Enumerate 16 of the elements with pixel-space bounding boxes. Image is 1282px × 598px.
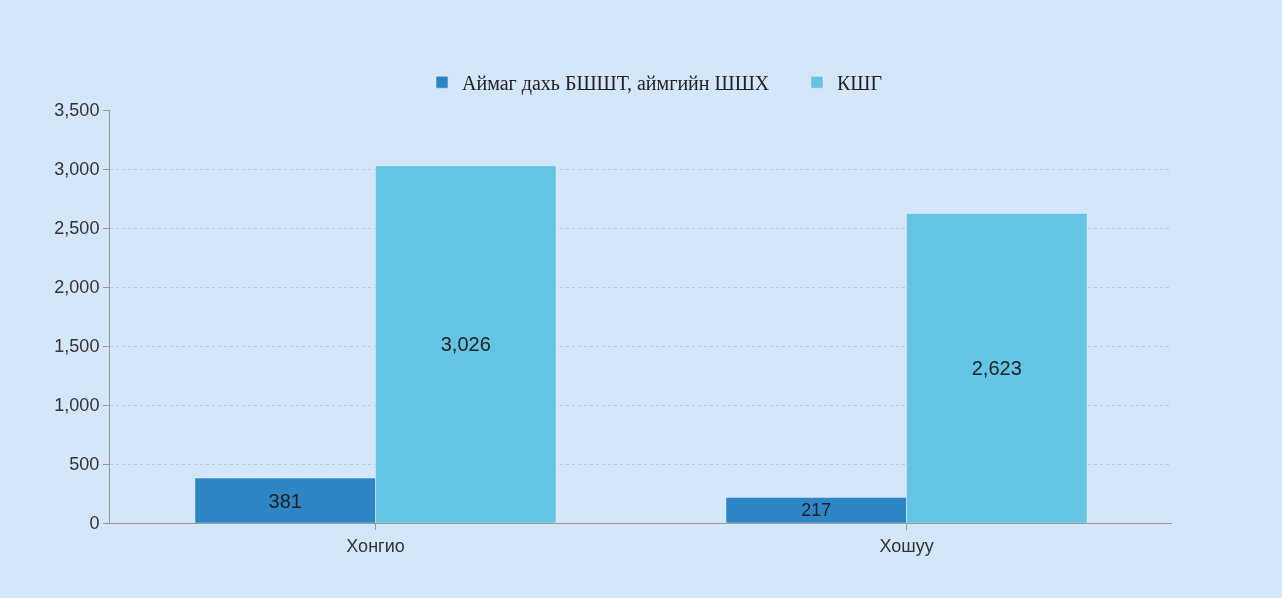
- data-label: 217: [801, 500, 832, 521]
- y-tick-label: 3,000: [54, 159, 100, 180]
- data-label: 3,026: [440, 333, 491, 356]
- y-tick-label: 1,500: [54, 336, 100, 357]
- y-tick-label: 500: [69, 454, 100, 475]
- x-tick-label: Хошуу: [879, 535, 934, 556]
- legend-label: Аймаг дахь БШШТ, аймгийн ШШХ: [462, 72, 770, 96]
- y-tick-label: 2,000: [54, 277, 100, 298]
- data-label: 2,623: [971, 357, 1022, 380]
- y-tick-label: 3,500: [54, 100, 100, 121]
- data-label: 381: [268, 489, 302, 512]
- y-tick-label: 0: [89, 513, 100, 534]
- x-tick-label: Хонгио: [346, 535, 405, 556]
- y-tick-label: 2,500: [54, 218, 100, 239]
- legend-label: КШГ: [837, 72, 883, 95]
- y-tick-label: 1,000: [54, 395, 100, 416]
